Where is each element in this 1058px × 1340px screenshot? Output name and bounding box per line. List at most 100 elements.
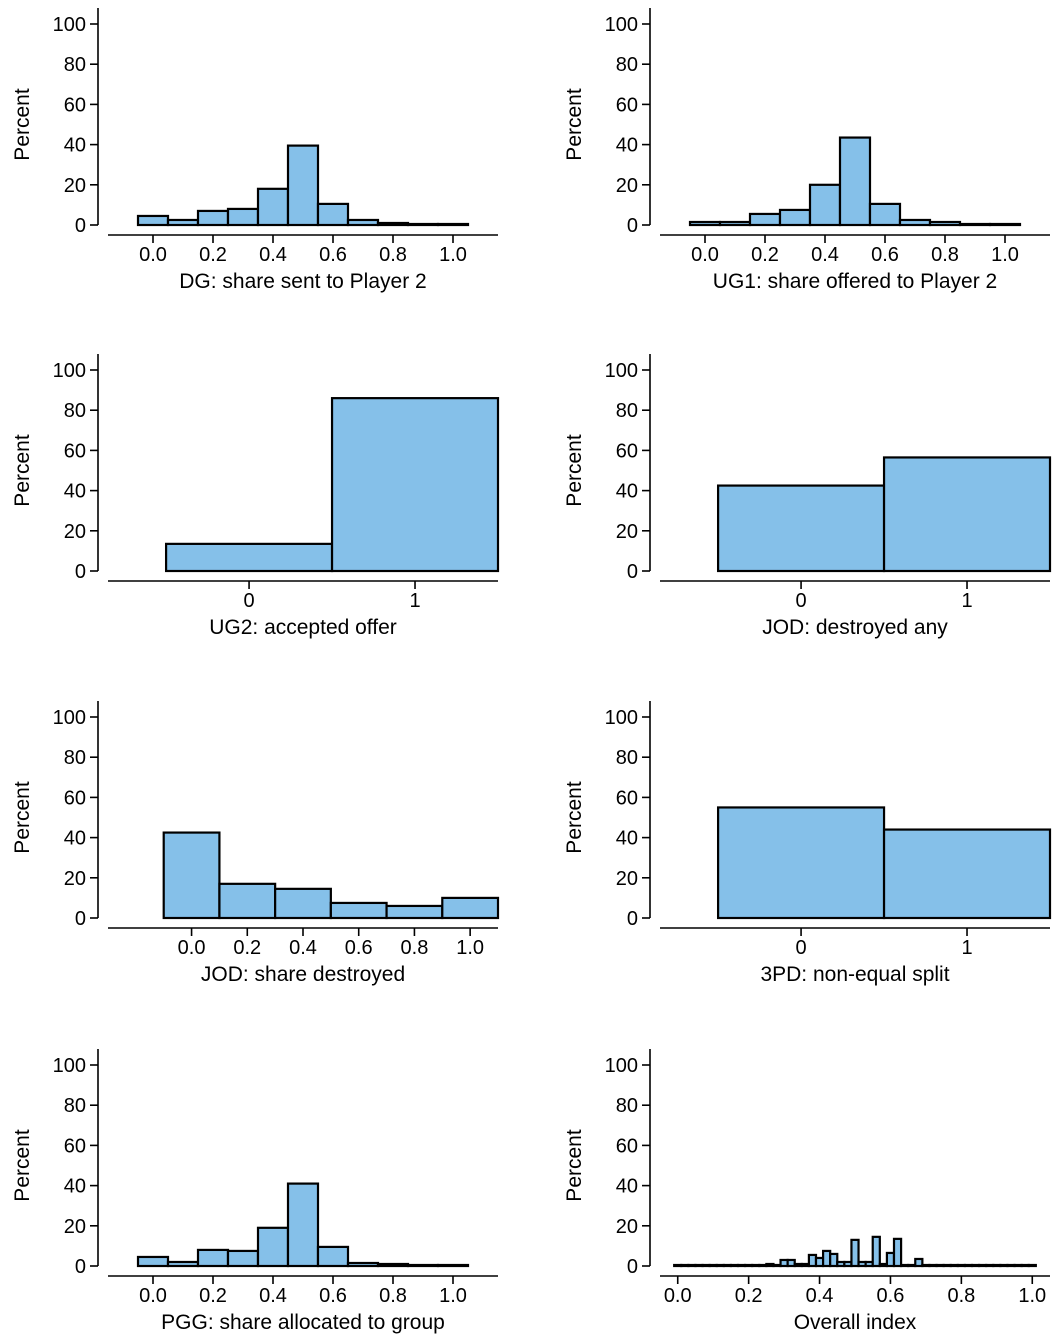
y-tick-label: 20 — [64, 521, 86, 543]
y-tick-label: 60 — [64, 440, 86, 462]
y-tick-label: 0 — [75, 1256, 86, 1278]
bar — [716, 806, 886, 920]
y-axis-title: Percent — [563, 1129, 586, 1202]
chart-panel-1: 0 20 40 60 80 100 0.0 0.2 0.4 0.6 0.8 1.0 DG: share … — [11, 8, 498, 293]
bar — [196, 1248, 230, 1268]
x-tick-label: 0.8 — [931, 244, 959, 266]
y-tick-label: 20 — [64, 175, 86, 197]
y-tick-label: 80 — [616, 747, 638, 769]
y-tick-label: 100 — [605, 1055, 638, 1077]
x-axis-title: UG2: accepted offer — [209, 616, 397, 639]
x-tick-label: 0.0 — [139, 1285, 167, 1307]
x-tick-label: 0.2 — [199, 244, 227, 266]
x-tick-label: 1 — [409, 590, 420, 612]
x-tick-label: 0.0 — [139, 244, 167, 266]
bar — [988, 222, 1022, 227]
y-tick-label: 60 — [616, 94, 638, 116]
bar — [196, 209, 230, 227]
y-tick-label: 0 — [75, 215, 86, 237]
x-tick-label: 1.0 — [439, 1285, 467, 1307]
y-tick-label: 0 — [627, 1256, 638, 1278]
y-tick-label: 80 — [64, 54, 86, 76]
y-tick-label: 100 — [53, 707, 86, 729]
bar — [871, 1235, 881, 1268]
x-tick-label: 0.4 — [259, 244, 287, 266]
x-axis-title: UG1: share offered to Player 2 — [713, 270, 997, 293]
y-tick-label: 80 — [64, 400, 86, 422]
bars — [716, 806, 1052, 920]
bar — [218, 882, 277, 920]
y-tick-label: 80 — [616, 400, 638, 422]
y-tick-label: 100 — [605, 707, 638, 729]
bar — [330, 397, 500, 573]
bars — [716, 456, 1052, 573]
y-tick-label: 60 — [64, 94, 86, 116]
y-tick-label: 0 — [627, 908, 638, 930]
x-tick-label: 0.2 — [735, 1285, 763, 1307]
y-axis-title: Percent — [563, 781, 586, 854]
y-tick-label: 100 — [53, 360, 86, 382]
x-tick-label: 0.6 — [319, 1285, 347, 1307]
y-tick-label: 60 — [64, 787, 86, 809]
bar — [226, 1249, 260, 1268]
y-tick-label: 0 — [75, 561, 86, 583]
x-tick-label: 1 — [961, 937, 972, 959]
y-tick-label: 20 — [616, 1216, 638, 1238]
bar — [329, 901, 388, 920]
x-axis-title: PGG: share allocated to group — [161, 1311, 445, 1334]
x-tick-label: 0.8 — [379, 244, 407, 266]
bar — [136, 1255, 170, 1268]
bars — [136, 144, 470, 227]
bar — [441, 896, 500, 920]
x-tick-label: 0.4 — [289, 937, 317, 959]
chart-panel-7: 0 20 40 60 80 100 0.0 0.2 0.4 0.6 0.8 1.0 PGG: share… — [11, 1049, 498, 1334]
bar — [256, 1226, 290, 1268]
bar — [286, 1182, 320, 1268]
y-tick-label: 40 — [64, 828, 86, 850]
y-axis-title: Percent — [11, 781, 34, 854]
bar — [928, 220, 962, 227]
bar — [406, 1263, 440, 1268]
chart-panel-6: 0 20 40 60 80 100 0 1 3PD: non-equal split Percen… — [563, 701, 1052, 986]
x-tick-label: 0.0 — [178, 937, 206, 959]
y-tick-label: 80 — [616, 54, 638, 76]
bars — [136, 1182, 470, 1268]
bars — [164, 397, 500, 573]
x-axis-title: DG: share sent to Player 2 — [179, 270, 426, 293]
y-axis-title: Percent — [11, 434, 34, 507]
x-tick-label: 1.0 — [991, 244, 1019, 266]
y-tick-label: 0 — [627, 215, 638, 237]
bar — [850, 1238, 860, 1268]
y-tick-label: 20 — [64, 868, 86, 890]
bars — [673, 1235, 1037, 1268]
x-axis-title: JOD: destroyed any — [762, 616, 948, 639]
y-tick-label: 80 — [616, 1095, 638, 1117]
bar — [892, 1237, 903, 1268]
y-tick-label: 60 — [616, 1135, 638, 1157]
chart-panel-8: 0 20 40 60 80 100 0.0 0.2 0.4 0.6 0.8 1.0 Overall in… — [563, 1049, 1050, 1334]
bar — [316, 1245, 350, 1268]
x-tick-label: 0.2 — [199, 1285, 227, 1307]
bar — [808, 183, 842, 227]
x-axis-title: JOD: share destroyed — [201, 963, 405, 986]
bar — [1027, 1263, 1037, 1268]
y-axis-title: Percent — [11, 88, 34, 161]
x-tick-label: 0.6 — [319, 244, 347, 266]
x-tick-label: 0.0 — [664, 1285, 692, 1307]
y-tick-label: 40 — [64, 481, 86, 503]
x-axis-title: 3PD: non-equal split — [760, 963, 949, 986]
bar — [882, 828, 1052, 920]
bar — [226, 207, 260, 227]
bar — [748, 212, 782, 227]
x-tick-label: 0.4 — [806, 1285, 834, 1307]
y-tick-label: 20 — [616, 175, 638, 197]
bar — [436, 1263, 470, 1268]
chart-panel-4: 0 20 40 60 80 100 0 1 JOD: destroyed any Percent — [563, 354, 1052, 639]
x-tick-label: 0.6 — [871, 244, 899, 266]
bars — [688, 136, 1022, 227]
bars — [162, 831, 500, 920]
bar — [164, 542, 334, 573]
bar — [914, 1257, 924, 1268]
chart-panel-2: 0 20 40 60 80 100 0.0 0.2 0.4 0.6 0.8 1.0 UG1: share… — [563, 8, 1050, 293]
